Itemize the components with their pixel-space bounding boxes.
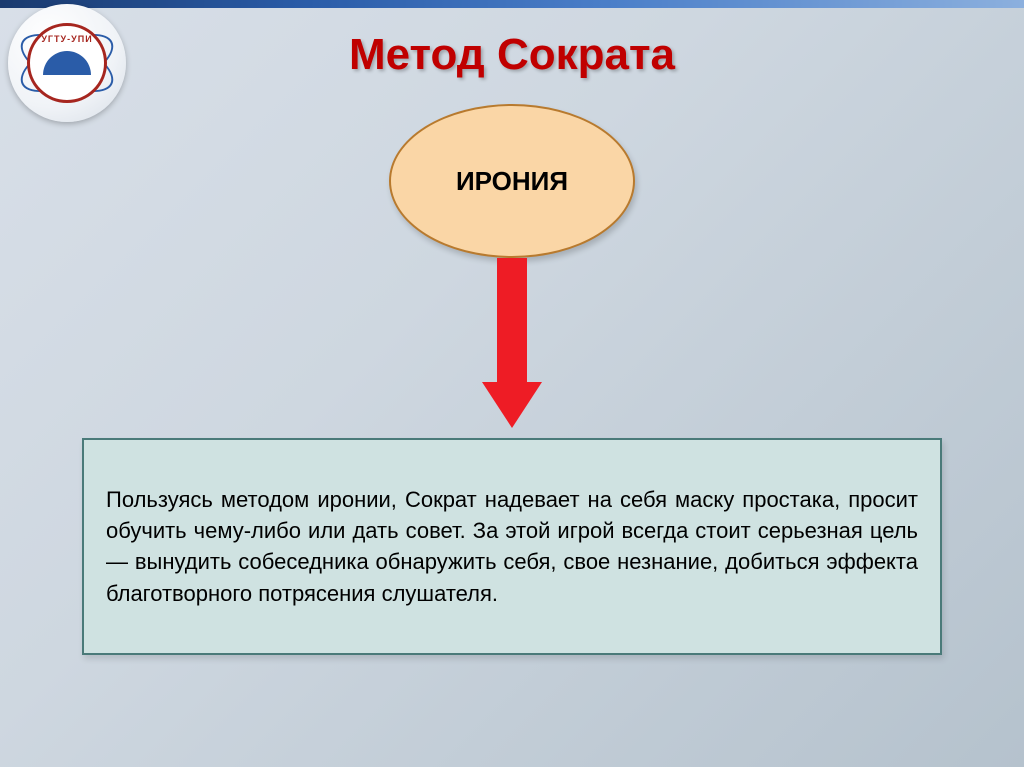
down-arrow-icon (482, 258, 542, 428)
arrow-head (482, 382, 542, 428)
description-box: Пользуясь методом иронии, Сократ надевае… (82, 438, 942, 655)
ellipse-label: ИРОНИЯ (456, 166, 568, 197)
title-area: Метод Сократа (0, 30, 1024, 80)
slide-title: Метод Сократа (0, 30, 1024, 80)
description-text: Пользуясь методом иронии, Сократ надевае… (106, 487, 918, 606)
top-stripe (0, 0, 1024, 8)
arrow-shaft (497, 258, 527, 382)
concept-ellipse: ИРОНИЯ (389, 104, 635, 258)
